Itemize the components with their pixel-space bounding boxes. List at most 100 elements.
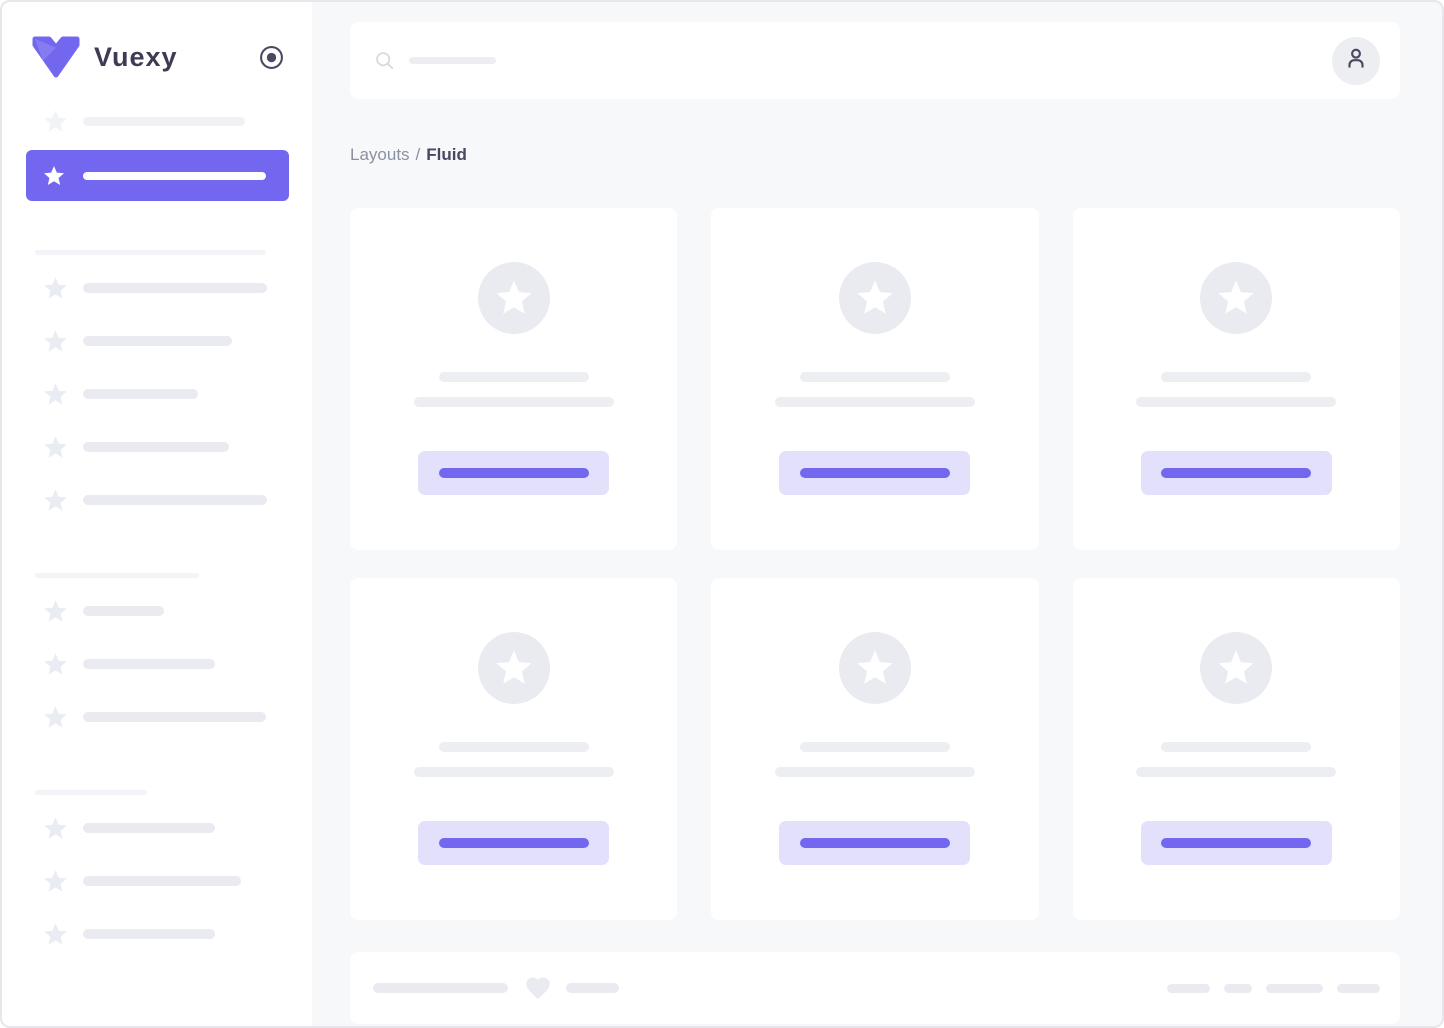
footer-text-bar — [566, 983, 619, 993]
skeleton-bar — [83, 495, 267, 505]
star-icon — [42, 704, 69, 731]
card-text-line — [1161, 742, 1312, 752]
card-text-line — [413, 767, 614, 777]
avatar-button[interactable] — [1332, 36, 1380, 85]
footer — [350, 952, 1400, 1024]
skeleton-bar — [83, 876, 241, 886]
card — [350, 578, 678, 920]
card-text-line — [438, 742, 589, 752]
sidebar-item[interactable] — [42, 486, 289, 514]
skeleton-bar — [83, 116, 245, 126]
sidebar-item[interactable] — [42, 867, 289, 895]
sidebar-item[interactable] — [42, 597, 289, 625]
sidebar-item[interactable] — [42, 433, 289, 461]
star-icon — [493, 277, 535, 319]
star-icon — [42, 164, 66, 188]
star-icon — [42, 921, 69, 948]
sidebar-section-header — [35, 790, 147, 795]
skeleton-bar — [83, 606, 164, 616]
search-icon — [374, 50, 395, 71]
sidebar-menu — [2, 107, 312, 973]
skeleton-bar — [83, 659, 215, 669]
footer-link-bar — [1337, 983, 1380, 993]
card-text-line — [438, 372, 589, 382]
sidebar-item[interactable] — [42, 920, 289, 948]
card-avatar-circle — [838, 262, 911, 334]
brand: Vuexy — [31, 36, 284, 79]
button-label-bar — [1161, 468, 1312, 478]
card-button[interactable] — [1140, 451, 1332, 495]
footer-text-bar — [373, 983, 508, 993]
sidebar-item[interactable] — [42, 327, 289, 355]
star-icon — [42, 328, 69, 355]
sidebar-item[interactable] — [42, 703, 289, 731]
star-icon — [42, 651, 69, 678]
star-icon — [493, 647, 535, 689]
card-text-line — [1161, 372, 1312, 382]
card-avatar-circle — [1200, 262, 1273, 334]
star-icon — [42, 487, 69, 514]
sidebar-item[interactable] — [42, 650, 289, 678]
card — [711, 208, 1039, 550]
star-icon — [1215, 647, 1257, 689]
button-label-bar — [1161, 838, 1312, 848]
card-button[interactable] — [418, 821, 610, 865]
search-input[interactable] — [409, 57, 496, 64]
breadcrumb-section[interactable]: Layouts — [350, 145, 410, 164]
sidebar-item[interactable] — [42, 274, 289, 302]
card-text-line — [774, 767, 975, 777]
star-icon — [42, 815, 69, 842]
sidebar-section-header — [35, 573, 199, 578]
footer-link-bar — [1266, 983, 1323, 993]
card — [1072, 578, 1400, 920]
skeleton-bar — [83, 171, 266, 180]
card-text-line — [1136, 767, 1337, 777]
star-icon — [42, 434, 69, 461]
topbar — [350, 22, 1400, 99]
card-text-line — [799, 372, 950, 382]
skeleton-bar — [83, 929, 215, 939]
card-text-line — [1136, 397, 1337, 407]
star-icon — [42, 381, 69, 408]
main-content: Layouts / Fluid — [312, 2, 1442, 1026]
footer-link-bar — [1224, 983, 1252, 993]
card-button[interactable] — [779, 821, 971, 865]
heart-icon — [524, 974, 552, 1002]
card-button[interactable] — [1140, 821, 1332, 865]
star-icon — [42, 868, 69, 895]
star-icon — [854, 277, 896, 319]
card — [350, 208, 678, 550]
skeleton-bar — [83, 712, 266, 722]
sidebar-item[interactable] — [42, 107, 289, 135]
star-icon — [854, 647, 896, 689]
skeleton-bar — [83, 336, 232, 346]
brand-name: Vuexy — [94, 42, 178, 72]
vuexy-logo-icon[interactable] — [31, 36, 81, 79]
card-avatar-circle — [838, 632, 911, 704]
cards-grid — [350, 208, 1400, 920]
sidebar-item[interactable] — [42, 814, 289, 842]
breadcrumb: Layouts / Fluid — [350, 145, 1400, 165]
skeleton-bar — [83, 389, 198, 399]
card-text-line — [774, 397, 975, 407]
breadcrumb-separator: / — [415, 145, 421, 164]
star-icon — [42, 598, 69, 625]
sidebar-item[interactable] — [42, 380, 289, 408]
card-avatar-circle — [477, 262, 550, 334]
card-button[interactable] — [418, 451, 610, 495]
radio-toggle-icon[interactable] — [259, 45, 284, 70]
skeleton-bar — [83, 283, 267, 293]
button-label-bar — [799, 838, 950, 848]
sidebar-item[interactable] — [26, 150, 289, 201]
sidebar-section-header — [35, 250, 266, 255]
button-label-bar — [799, 468, 950, 478]
sidebar: Vuexy — [2, 2, 312, 1026]
card-button[interactable] — [779, 451, 971, 495]
person-icon — [1343, 45, 1369, 76]
skeleton-bar — [83, 442, 229, 452]
star-icon — [42, 108, 69, 135]
card-avatar-circle — [477, 632, 550, 704]
breadcrumb-current: Fluid — [426, 145, 467, 164]
button-label-bar — [438, 838, 589, 848]
